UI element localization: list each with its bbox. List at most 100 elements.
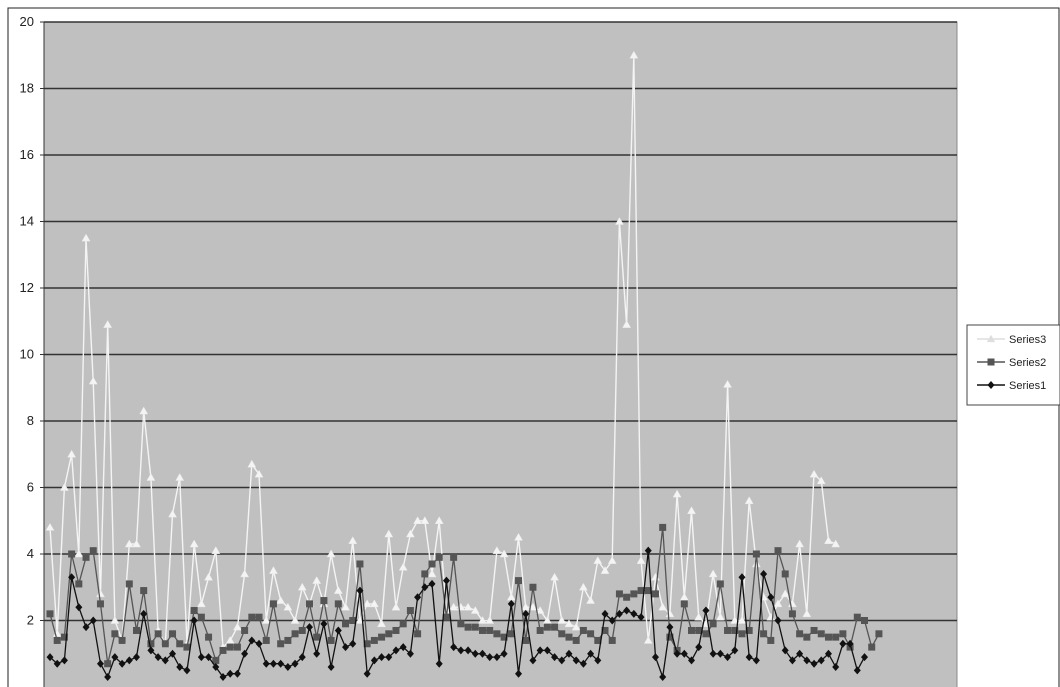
series1-point	[147, 646, 155, 655]
series1-point	[450, 643, 458, 652]
series1-point	[212, 663, 220, 672]
series2-point	[702, 630, 710, 638]
legend-item-series1: Series1	[977, 380, 1046, 392]
series1-point	[342, 643, 350, 652]
series1-point	[536, 646, 544, 655]
series2-point	[421, 570, 429, 578]
series1-point	[716, 649, 724, 658]
series3-point	[88, 376, 98, 385]
series3-point	[478, 615, 487, 624]
series3-point	[269, 566, 278, 574]
series3-point	[434, 516, 444, 524]
series2-point	[370, 636, 378, 644]
series2-point	[565, 633, 573, 641]
series1-point	[688, 656, 696, 665]
series-layer	[45, 50, 883, 682]
series1-point	[60, 656, 68, 665]
series1-point	[89, 616, 97, 625]
series2-point	[248, 613, 256, 621]
series2-point	[515, 577, 523, 585]
series1-point	[313, 649, 321, 658]
series3-point	[578, 582, 588, 591]
series3-point	[283, 602, 293, 611]
series3-point	[802, 609, 812, 618]
series3-point	[124, 539, 134, 548]
series3-point	[564, 619, 574, 628]
series2-point	[205, 633, 213, 641]
series3-point	[110, 615, 120, 624]
series2-point	[385, 630, 393, 638]
series2-point	[226, 643, 234, 651]
series3-point	[470, 606, 480, 614]
series2-point	[644, 587, 652, 595]
plot-area	[7, 7, 1060, 687]
series1-point	[522, 609, 530, 618]
series1-point	[623, 606, 631, 615]
series2-point	[738, 630, 746, 638]
series3-point	[139, 406, 149, 415]
series1-point	[702, 606, 710, 615]
series3-point	[168, 509, 177, 518]
series2-point	[356, 560, 364, 568]
y-tick-label: 8	[27, 413, 34, 428]
series2-point	[241, 626, 249, 634]
series3-point	[341, 602, 350, 611]
series1-point	[861, 653, 869, 662]
series2-point	[457, 620, 465, 628]
series3-point	[694, 612, 704, 621]
y-tick-label: 18	[20, 81, 34, 96]
series3-point	[463, 602, 473, 611]
series2-point	[132, 626, 140, 634]
series1-point	[68, 573, 76, 582]
series3-point	[196, 599, 206, 608]
legend-marker-point	[986, 334, 996, 343]
series2-point	[118, 636, 126, 644]
series3-point	[261, 615, 271, 624]
series2-point	[615, 590, 623, 598]
series1-point	[378, 653, 386, 662]
series1-point	[205, 653, 213, 662]
series3-point	[643, 635, 653, 644]
series3-point	[715, 612, 725, 621]
series2-point	[349, 617, 357, 624]
series2-point	[154, 630, 162, 638]
series3-point	[384, 529, 394, 538]
series1-point	[363, 669, 371, 678]
series3-point	[405, 529, 415, 538]
series3-point	[189, 539, 199, 548]
series1-point	[284, 663, 292, 672]
series1-point	[190, 616, 198, 625]
series1-point	[132, 653, 140, 662]
series1-point	[760, 569, 768, 578]
series1-point	[853, 666, 861, 675]
series3-point	[175, 473, 185, 481]
series3-point	[542, 615, 552, 624]
series2-point	[688, 626, 696, 634]
series2-point	[125, 580, 133, 588]
y-tick-label: 14	[20, 214, 34, 229]
series3-point	[687, 506, 696, 515]
series2-point	[839, 630, 847, 638]
series2-point	[442, 613, 450, 621]
series2-point	[832, 633, 840, 641]
series1-point	[176, 663, 184, 672]
series1-point	[233, 669, 241, 678]
series1-point	[291, 659, 299, 668]
series1-point	[478, 649, 486, 658]
series2-point	[305, 600, 313, 608]
series2-point	[651, 590, 659, 598]
series2-point	[406, 607, 414, 615]
series1-point	[637, 613, 645, 622]
series2-point	[781, 570, 789, 578]
series1-point	[796, 649, 804, 658]
series2-point	[875, 630, 883, 638]
series1-point	[414, 593, 422, 602]
series1-point	[738, 573, 746, 582]
y-tick-label: 4	[27, 546, 34, 561]
series1-point	[608, 616, 616, 625]
series2-point	[666, 633, 674, 641]
series3-point	[586, 596, 596, 604]
series2-point	[46, 610, 54, 618]
series1-point	[594, 656, 602, 665]
y-tick-label: 10	[20, 347, 34, 362]
